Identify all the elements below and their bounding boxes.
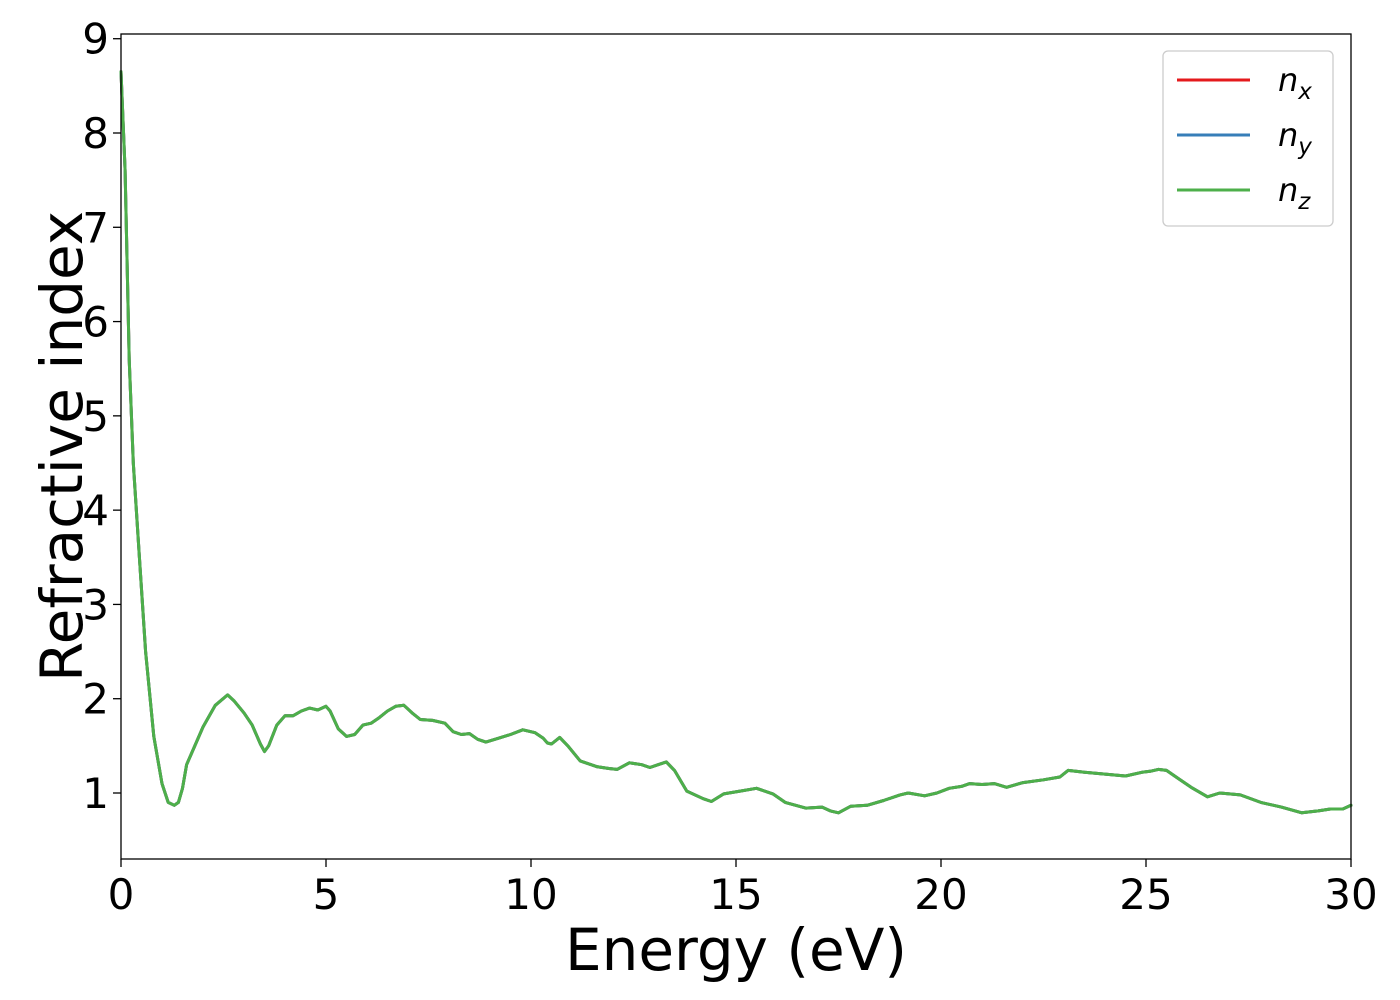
y-tick-label: 2 (82, 675, 109, 724)
legend-label-nz: nz (1278, 171, 1311, 215)
y-tick-label: 5 (82, 392, 109, 441)
legend-label-ny: ny (1278, 116, 1312, 160)
y-tick-label: 8 (82, 109, 109, 158)
legend-label-base: n (1278, 61, 1298, 99)
x-tick-label: 15 (709, 870, 762, 919)
y-tick-label: 6 (82, 298, 109, 347)
y-tick-label: 7 (82, 203, 109, 252)
x-tick-label: 20 (914, 870, 967, 919)
y-tick-label: 1 (82, 769, 109, 818)
x-axis-label: Energy (eV) (565, 916, 907, 984)
x-axis-ticks: 0 5 10 15 20 25 30 (108, 859, 1378, 919)
x-tick-label: 0 (108, 870, 135, 919)
legend-label-base: n (1278, 116, 1298, 154)
legend-label-subscript: z (1297, 189, 1311, 215)
x-tick-label: 5 (313, 870, 340, 919)
y-tick-label: 9 (82, 15, 109, 64)
y-tick-label: 4 (82, 486, 109, 535)
x-tick-label: 30 (1324, 870, 1377, 919)
x-tick-label: 10 (504, 870, 557, 919)
y-axis-label: Refractive index (28, 211, 96, 682)
series-layer (119, 70, 1353, 815)
legend-label-base: n (1278, 171, 1298, 209)
legend-label-subscript: y (1297, 134, 1312, 160)
x-tick-label: 25 (1119, 870, 1172, 919)
legend-label-nx: nx (1278, 61, 1312, 105)
series-line-n-z (119, 70, 1353, 815)
y-axis-ticks: 1 2 3 4 5 6 7 8 9 (82, 15, 121, 818)
legend-box (1162, 50, 1334, 227)
legend-label-subscript: x (1297, 79, 1312, 105)
y-tick-label: 3 (82, 580, 109, 629)
